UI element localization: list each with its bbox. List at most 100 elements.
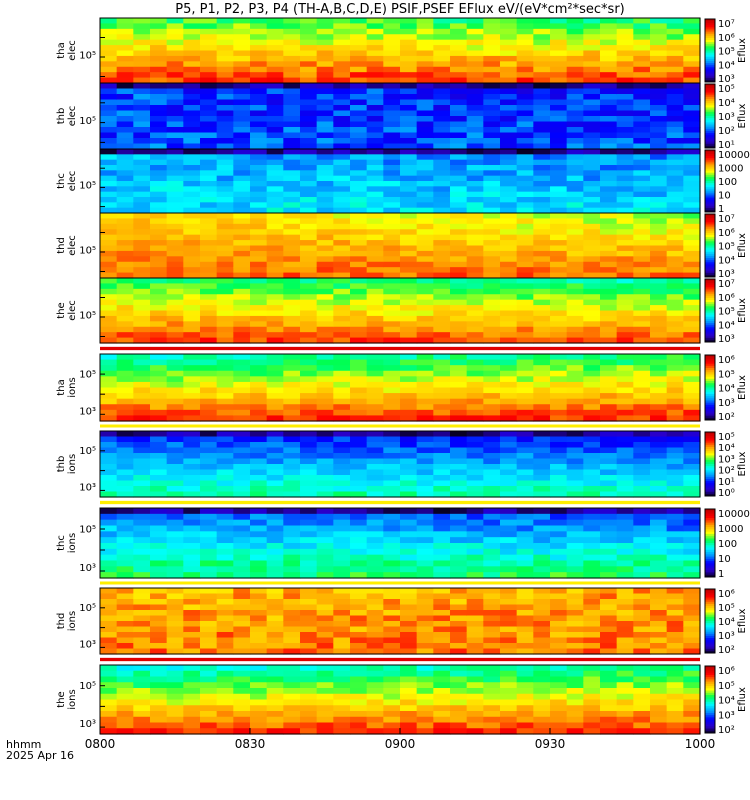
colorbar-segment [705,552,715,555]
heatmap-cell [266,332,284,339]
heatmap-cell [133,116,151,123]
heatmap-cell [600,705,618,712]
heatmap-cell [383,554,401,562]
heatmap-cell [366,72,384,79]
heatmap-cell [116,359,134,366]
colorbar-segment [705,417,715,421]
heatmap-cell [483,39,501,46]
heatmap-cell [333,615,351,622]
heatmap-cell [266,572,284,579]
heatmap-cell [616,197,634,203]
heatmap-cell [533,272,551,279]
heatmap-cell [183,315,201,322]
heatmap-cell [350,387,368,394]
heatmap-cell [416,294,434,301]
heatmap-cell [533,332,551,339]
colorbar-segment [705,565,715,569]
heatmap-cell [166,354,184,361]
heatmap-cell [150,693,168,701]
heatmap-cell [383,229,401,236]
heatmap-cell [200,665,218,672]
heatmap-cell [350,299,368,306]
colorbar-segment [705,593,715,596]
heatmap-cell [116,393,134,400]
colorbar-segment [705,101,715,104]
heatmap-cell [433,138,451,145]
heatmap-cell [366,722,384,729]
heatmap-cell [100,197,118,203]
heatmap-cell [583,218,601,225]
heatmap-cell [316,508,334,515]
heatmap-cell [283,321,301,328]
heatmap-cell [233,213,251,220]
heatmap-cell [200,436,218,443]
x-tick-label: 0930 [535,737,566,751]
heatmap-cell [600,121,618,128]
heatmap-cell [366,648,384,655]
heatmap-cell [233,693,251,701]
heatmap-cell [233,513,251,521]
colorbar-segment [705,724,715,727]
heatmap-cell [583,682,601,689]
heatmap-cell [250,593,268,600]
heatmap-cell [666,572,684,579]
heatmap-cell [233,18,251,25]
heatmap-cell [650,543,668,550]
colorbar-segment [705,470,715,474]
heatmap-cell [466,165,484,171]
heatmap-cell [200,121,218,128]
heatmap-cell [283,61,301,68]
heatmap-cell [383,77,401,84]
heatmap-cell [266,543,284,550]
heatmap-cell [116,256,134,263]
heatmap-cell [116,537,134,544]
heatmap-cell [100,105,118,112]
heatmap-cell [450,404,468,411]
heatmap-cell [500,480,518,487]
heatmap-cell [266,18,284,25]
heatmap-cell [650,83,668,90]
heatmap-cell [250,288,268,295]
heatmap-cell [383,682,401,689]
heatmap-cell [316,415,334,422]
heatmap-cell [583,393,601,400]
heatmap-cell [550,604,568,611]
heatmap-cell [116,431,134,438]
heatmap-cell [100,61,118,68]
heatmap-cell [383,61,401,68]
heatmap-cell [433,621,451,628]
heatmap-cell [200,218,218,225]
heatmap-cell [416,105,434,112]
y-tick-label: 10⁵ [79,116,96,127]
heatmap-cell [100,699,118,706]
heatmap-cell [250,537,268,544]
heatmap-cell [516,261,534,268]
heatmap-cell [400,632,418,639]
heatmap-cell [650,560,668,567]
heatmap-cell [583,370,601,377]
heatmap-cell [450,256,468,263]
heatmap-cell [400,165,418,171]
heatmap-cell [550,442,568,449]
heatmap-cell [450,34,468,41]
heatmap-cell [416,138,434,145]
heatmap-cell [450,665,468,672]
heatmap-cell [500,61,518,68]
heatmap-cell [300,699,318,706]
colorbar-segment [705,466,715,469]
heatmap-cell [400,278,418,285]
heatmap-cell [316,543,334,550]
heatmap-cell [250,223,268,230]
heatmap-cell [566,560,584,567]
heatmap-cell [283,393,301,400]
heatmap-cell [366,716,384,724]
heatmap-cell [150,626,168,633]
heatmap-cell [483,676,501,683]
heatmap-cell [300,431,318,438]
heatmap-cell [583,676,601,683]
heatmap-cell [650,354,668,361]
heatmap-cell [566,229,584,236]
heatmap-cell [516,699,534,706]
heatmap-cell [433,398,451,405]
heatmap-cell [600,191,618,198]
